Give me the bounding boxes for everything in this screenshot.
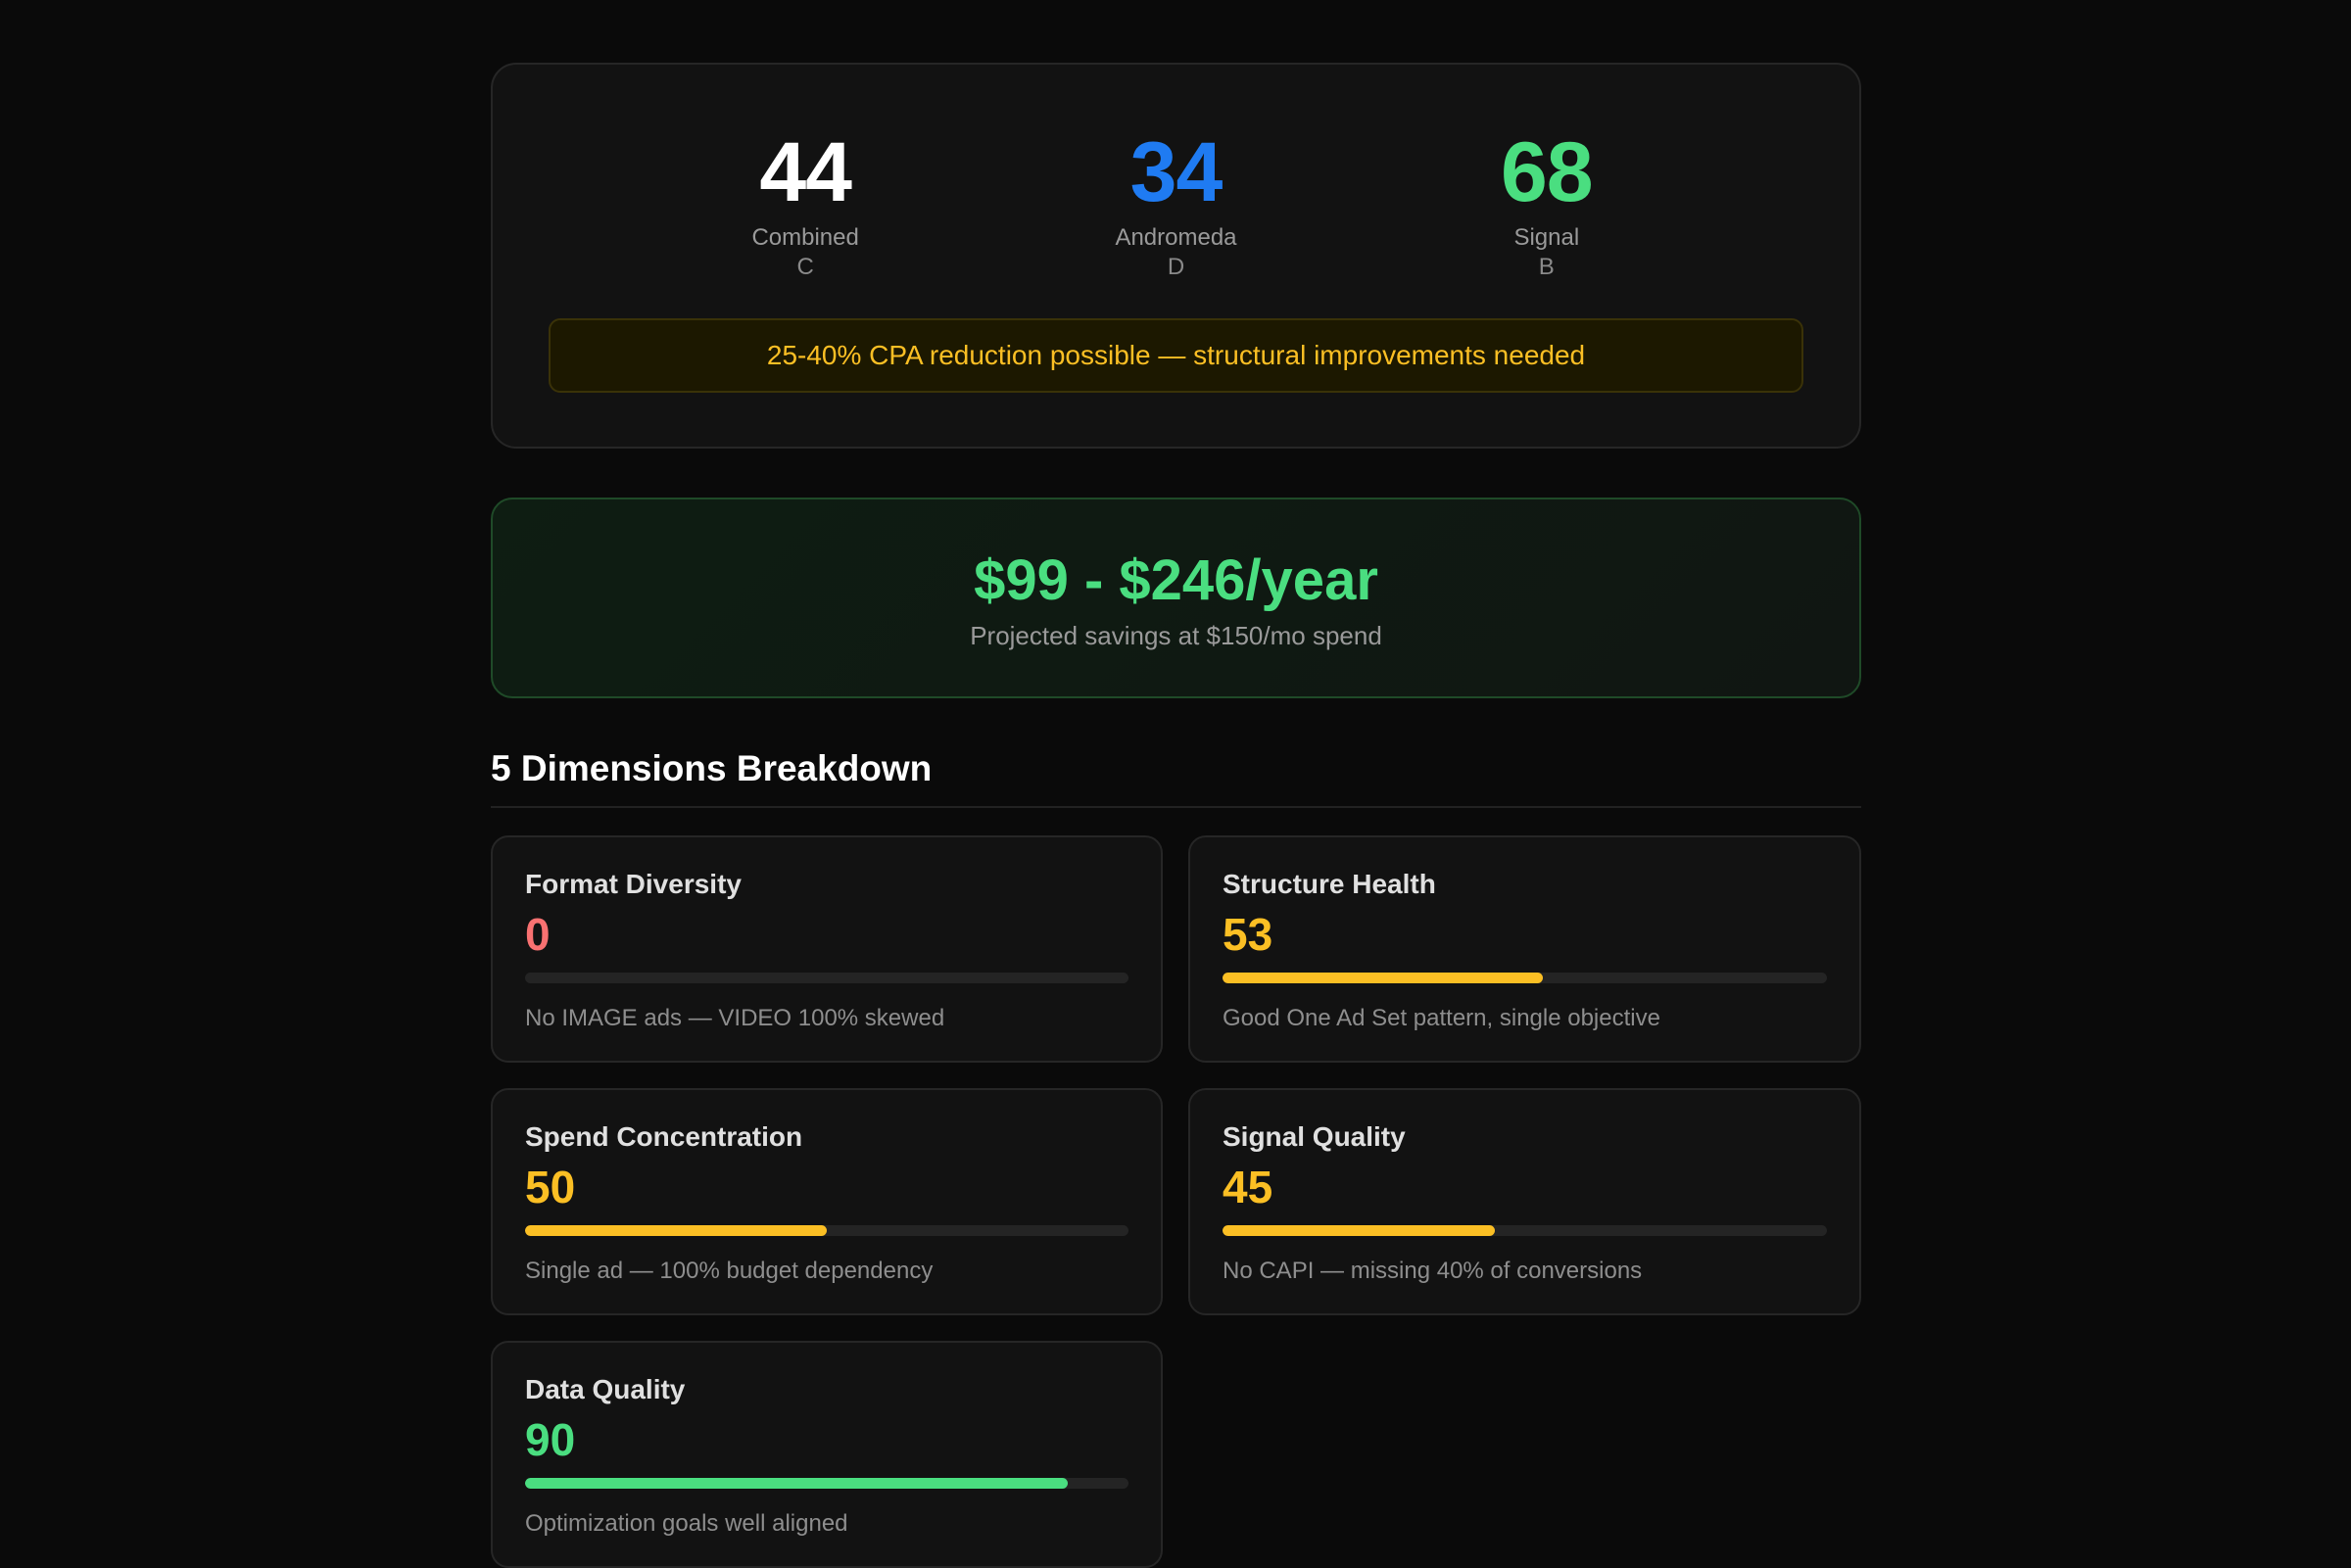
- score-label: Andromeda: [1115, 224, 1237, 251]
- dimension-score: 45: [1223, 1162, 1273, 1212]
- dimension-score: 53: [1223, 909, 1273, 960]
- dimension-progress-bar: [1223, 1225, 1827, 1236]
- savings-subtitle: Projected savings at $150/mo spend: [970, 621, 1382, 650]
- dimension-card: Format Diversity 0 No IMAGE ads — VIDEO …: [491, 835, 1163, 1063]
- dimension-card: Signal Quality 45 No CAPI — missing 40% …: [1188, 1088, 1861, 1315]
- dimension-progress-fill: [525, 1478, 1069, 1489]
- dimension-description: Optimization goals well aligned: [525, 1510, 848, 1537]
- dimension-card: Structure Health 53 Good One Ad Set patt…: [1188, 835, 1861, 1063]
- dimension-progress-fill: [1223, 973, 1543, 983]
- dimension-progress-bar: [1223, 973, 1827, 983]
- score-grade: C: [796, 254, 814, 280]
- score-andromeda: 34 Andromeda D: [1029, 123, 1322, 282]
- dimension-title: Spend Concentration: [525, 1121, 803, 1152]
- score-summary-card: 44 Combined C 34 Andromeda D 68 Signal B…: [491, 63, 1861, 449]
- score-label: Signal: [1513, 224, 1580, 251]
- dimension-progress-fill: [525, 1225, 827, 1236]
- report: 44 Combined C 34 Andromeda D 68 Signal B…: [491, 63, 1861, 1568]
- dimension-score: 90: [525, 1414, 576, 1465]
- dimension-description: Single ad — 100% budget dependency: [525, 1258, 934, 1284]
- dimension-description: Good One Ad Set pattern, single objectiv…: [1223, 1005, 1660, 1031]
- score-value: 44: [759, 125, 852, 219]
- dimension-title: Format Diversity: [525, 869, 742, 899]
- section-title: 5 Dimensions Breakdown: [491, 748, 933, 788]
- score-value: 34: [1129, 125, 1223, 219]
- dimension-description: No CAPI — missing 40% of conversions: [1223, 1258, 1643, 1284]
- savings-card: $99 - $246/year Projected savings at $15…: [491, 498, 1861, 698]
- dimension-score: 0: [525, 909, 551, 960]
- savings-amount: $99 - $246/year: [974, 548, 1378, 612]
- score-grade: B: [1538, 254, 1555, 280]
- dimension-score: 50: [525, 1162, 576, 1212]
- cpa-banner: 25-40% CPA reduction possible — structur…: [549, 318, 1803, 393]
- score-value: 68: [1500, 125, 1594, 219]
- dimension-progress-bar: [525, 1478, 1128, 1489]
- score-grade: D: [1167, 254, 1185, 280]
- dimension-card: Data Quality 90 Optimization goals well …: [491, 1341, 1163, 1568]
- score-label: Combined: [751, 224, 859, 251]
- dimension-title: Data Quality: [525, 1374, 686, 1404]
- dimension-card: Spend Concentration 50 Single ad — 100% …: [491, 1088, 1163, 1315]
- score-signal: 68 Signal B: [1400, 123, 1694, 282]
- dimension-progress-fill: [1223, 1225, 1495, 1236]
- dimension-progress-bar: [525, 1225, 1128, 1236]
- dimension-title: Signal Quality: [1223, 1121, 1406, 1152]
- dimension-title: Structure Health: [1223, 869, 1436, 899]
- divider: [491, 806, 1861, 808]
- dimension-progress-bar: [525, 973, 1128, 983]
- dimensions-grid: Format Diversity 0 No IMAGE ads — VIDEO …: [491, 835, 1861, 1568]
- dimension-description: No IMAGE ads — VIDEO 100% skewed: [525, 1005, 945, 1031]
- score-combined: 44 Combined C: [658, 123, 952, 282]
